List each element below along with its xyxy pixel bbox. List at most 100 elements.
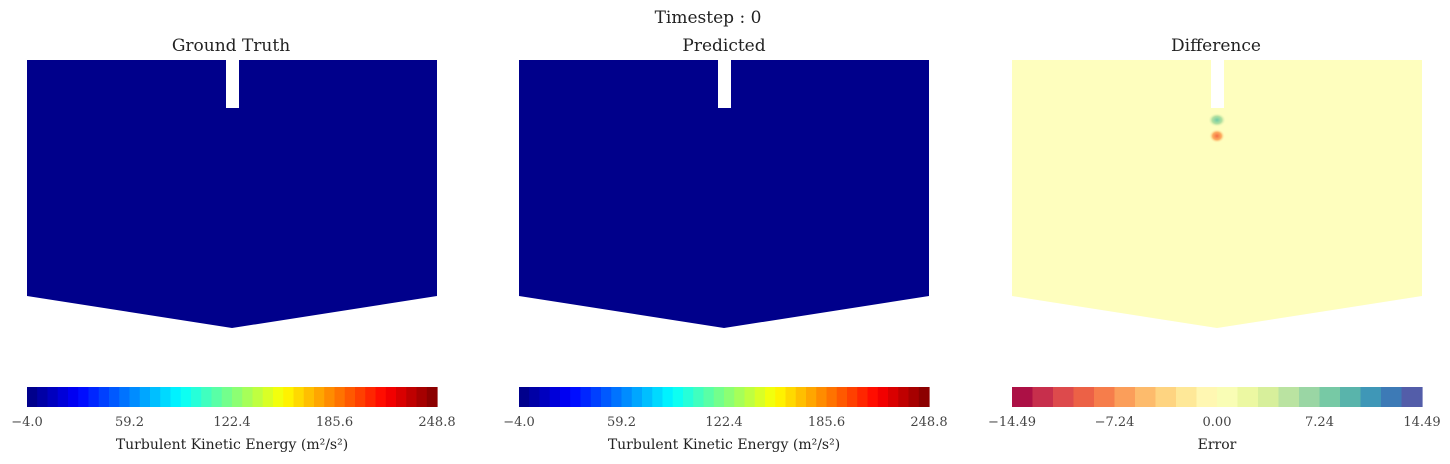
colorbar-segment xyxy=(211,387,223,407)
colorbar-segment xyxy=(1237,387,1259,407)
colorbar-segment xyxy=(385,387,397,407)
panel-title: Predicted xyxy=(682,36,765,56)
colorbar-segment xyxy=(611,387,623,407)
colorbar-segment xyxy=(1073,387,1095,407)
colorbar-label: Error xyxy=(1198,437,1237,453)
colorbar-segment xyxy=(806,387,817,407)
panel-title: Difference xyxy=(1171,36,1261,56)
colorbar-segment xyxy=(355,387,366,407)
colorbar-segment xyxy=(273,387,284,407)
colorbar-segment xyxy=(262,387,274,407)
colorbar-segment xyxy=(631,387,643,407)
colorbar-segment xyxy=(1032,387,1054,407)
colorbar-segment xyxy=(1135,387,1157,407)
colorbar-segment xyxy=(826,387,838,407)
colorbar-segment xyxy=(160,387,172,407)
colorbar-segment xyxy=(1340,387,1362,407)
colorbar-segment xyxy=(293,387,305,407)
colorbar-segment xyxy=(898,387,910,407)
colorbar-segment xyxy=(1319,387,1341,407)
colorbar-segment xyxy=(1360,387,1382,407)
colorbar-segment xyxy=(426,387,438,407)
colorbar-tick-label: −4.0 xyxy=(11,415,43,430)
colorbar-segment xyxy=(590,387,602,407)
colorbar-segment xyxy=(1053,387,1075,407)
colorbar-segment xyxy=(775,387,787,407)
colorbar-segment xyxy=(703,387,715,407)
colorbar-segment xyxy=(1196,387,1218,407)
colorbar-segment xyxy=(1114,387,1136,407)
colorbar-segment xyxy=(765,387,776,407)
colorbar-segment xyxy=(283,387,295,407)
colorbar-segment xyxy=(549,387,561,407)
inlet-slot xyxy=(718,60,731,108)
colorbar-segment xyxy=(1012,387,1034,407)
colorbar-segment xyxy=(836,387,848,407)
colorbar: −4.0 59.2 122.4 185.6 248.8 xyxy=(503,387,948,430)
colorbar-segment xyxy=(1094,387,1116,407)
colorbar-segment xyxy=(683,387,694,407)
colorbar-segment xyxy=(662,387,674,407)
colorbar-segment xyxy=(601,387,612,407)
colorbar-tick-label: 59.2 xyxy=(607,415,636,430)
colorbar-segment xyxy=(621,387,633,407)
colorbar-segment xyxy=(314,387,325,407)
colorbar-segment xyxy=(857,387,869,407)
colorbar-segment xyxy=(57,387,69,407)
colorbar-segment xyxy=(139,387,151,407)
colorbar-label: Turbulent Kinetic Energy (m²/s²) xyxy=(116,437,348,453)
colorbar-tick-label: 185.6 xyxy=(808,415,845,430)
colorbar-segment xyxy=(795,387,807,407)
colorbar-segment xyxy=(27,387,38,407)
colorbar-tick-label: 0.00 xyxy=(1203,415,1232,430)
colorbar-segment xyxy=(560,387,571,407)
panel-difference: Difference −14.49 −7.24 0.00 7.24 14.49 Erro… xyxy=(988,36,1441,453)
colorbar-segment xyxy=(867,387,879,407)
colorbar-segment xyxy=(170,387,182,407)
colorbar-segment xyxy=(847,387,858,407)
colorbar-segment xyxy=(180,387,192,407)
colorbar-segment xyxy=(396,387,407,407)
colorbar-tick-label: −14.49 xyxy=(988,415,1036,430)
colorbar-segment xyxy=(416,387,428,407)
colorbar-segment xyxy=(78,387,90,407)
colorbar-segment xyxy=(734,387,746,407)
colorbar-segment xyxy=(303,387,315,407)
error-blob-positive xyxy=(1208,113,1226,127)
colorbar-tick-label: 248.8 xyxy=(418,415,455,430)
colorbar-tick-label: −4.0 xyxy=(503,415,535,430)
colorbar-segment xyxy=(918,387,930,407)
colorbar-segment xyxy=(908,387,920,407)
colorbar-segment xyxy=(221,387,233,407)
colorbar-segment xyxy=(129,387,141,407)
colorbar-segment xyxy=(724,387,735,407)
field-domain xyxy=(519,60,929,328)
colorbar-tick-label: 122.4 xyxy=(705,415,742,430)
field-domain xyxy=(1012,60,1422,328)
colorbar-tick-label: 59.2 xyxy=(115,415,144,430)
colorbar-segment xyxy=(539,387,551,407)
colorbar-segment xyxy=(242,387,254,407)
colorbar-segment xyxy=(672,387,684,407)
colorbar-segment xyxy=(365,387,377,407)
colorbar-segment xyxy=(1299,387,1321,407)
colorbar-label: Turbulent Kinetic Energy (m²/s²) xyxy=(608,437,840,453)
colorbar-segment xyxy=(744,387,756,407)
colorbar-segment xyxy=(375,387,387,407)
panel-ground-truth: Ground Truth −4.0 59.2 122.4 185.6 248.8 Tur… xyxy=(11,36,455,453)
colorbar-segment xyxy=(570,387,582,407)
domain-region xyxy=(1012,60,1422,328)
colorbar: −4.0 59.2 122.4 185.6 248.8 xyxy=(11,387,456,430)
error-blob-negative xyxy=(1209,129,1225,143)
colorbar-segment xyxy=(1278,387,1300,407)
colorbar-segment xyxy=(201,387,213,407)
colorbar-segment xyxy=(252,387,264,407)
colorbar-segment xyxy=(1217,387,1239,407)
colorbar-segment xyxy=(529,387,541,407)
colorbar-segment xyxy=(1401,387,1423,407)
colorbar-segment xyxy=(191,387,202,407)
inlet-slot xyxy=(1211,60,1224,108)
colorbar-segment xyxy=(47,387,59,407)
colorbar-segment xyxy=(334,387,346,407)
